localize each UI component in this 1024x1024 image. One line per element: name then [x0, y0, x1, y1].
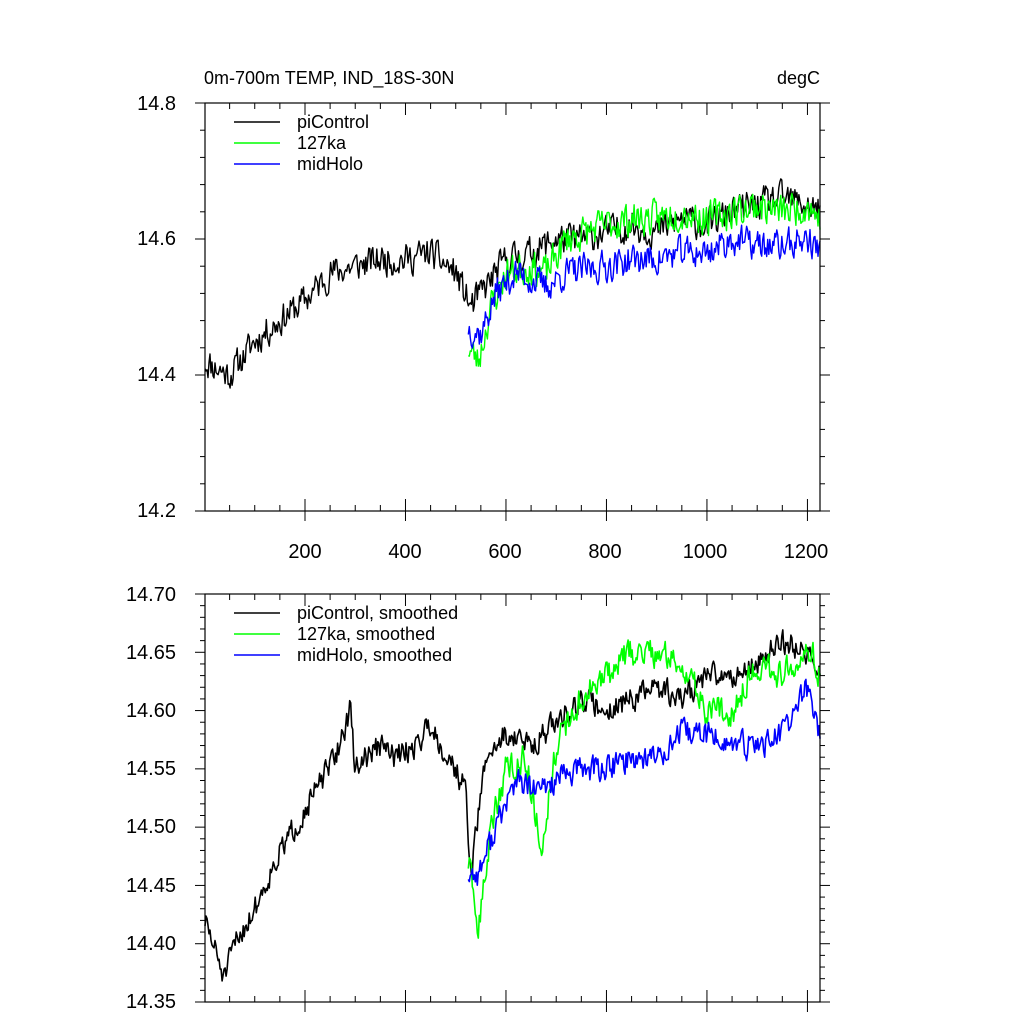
bottom-plot-area: [205, 594, 820, 1002]
top-xtick-label: 600: [488, 541, 521, 563]
top-legend-label: 127ka: [297, 133, 347, 153]
bottom-series-piControl-smoothed: [204, 629, 821, 982]
bottom-series-midHolo-smoothed: [467, 678, 821, 886]
top-legend: piControl 127ka midHolo: [234, 112, 369, 174]
bottom-legend-label: 127ka, smoothed: [297, 624, 435, 644]
bottom-ytick-label: 14.65: [126, 642, 176, 664]
bottom-plot-frame: [204, 593, 821, 1003]
top-ytick-label: 14.2: [137, 500, 176, 522]
bottom-panel: 14.35 14.40 14.45 14.50 14.55 14.60 14.6…: [126, 584, 830, 1013]
top-legend-label: piControl: [297, 112, 369, 132]
bottom-ytick-label: 14.35: [126, 991, 176, 1013]
top-ytick-label: 14.4: [137, 364, 176, 386]
top-ytick-label: 14.6: [137, 228, 176, 250]
bottom-ytick-label: 14.40: [126, 933, 176, 955]
top-xtick-label: 400: [388, 541, 421, 563]
top-title: 0m-700m TEMP, IND_18S-30N: [204, 68, 454, 89]
top-xtick-label: 1200: [784, 541, 829, 563]
bottom-ytick-label: 14.45: [126, 875, 176, 897]
bottom-ticks: [195, 593, 830, 1012]
top-panel: 0m-700m TEMP, IND_18S-30N degC 14.2 14.4…: [137, 68, 830, 563]
top-units: degC: [777, 68, 820, 88]
top-series-piControl: [204, 178, 821, 389]
bottom-ytick-label: 14.70: [126, 584, 176, 606]
bottom-legend-label: midHolo, smoothed: [297, 645, 452, 665]
top-xtick-label: 1000: [683, 541, 728, 563]
bottom-legend-label: piControl, smoothed: [297, 603, 458, 623]
top-series-127ka: [468, 192, 821, 368]
top-legend-label: midHolo: [297, 154, 363, 174]
bottom-series-127ka-smoothed: [467, 639, 821, 939]
top-series-midHolo: [467, 224, 821, 349]
top-ticks: [195, 102, 830, 521]
bottom-ytick-label: 14.55: [126, 758, 176, 780]
top-xtick-label: 200: [288, 541, 321, 563]
bottom-legend: piControl, smoothed 127ka, smoothed midH…: [234, 603, 458, 665]
top-series-group: [204, 178, 821, 389]
top-ytick-label: 14.8: [137, 93, 176, 115]
top-xtick-label: 800: [588, 541, 621, 563]
bottom-ytick-label: 14.60: [126, 700, 176, 722]
bottom-ytick-label: 14.50: [126, 816, 176, 838]
bottom-series-group: [204, 629, 821, 982]
top-plot-frame: [204, 102, 821, 512]
